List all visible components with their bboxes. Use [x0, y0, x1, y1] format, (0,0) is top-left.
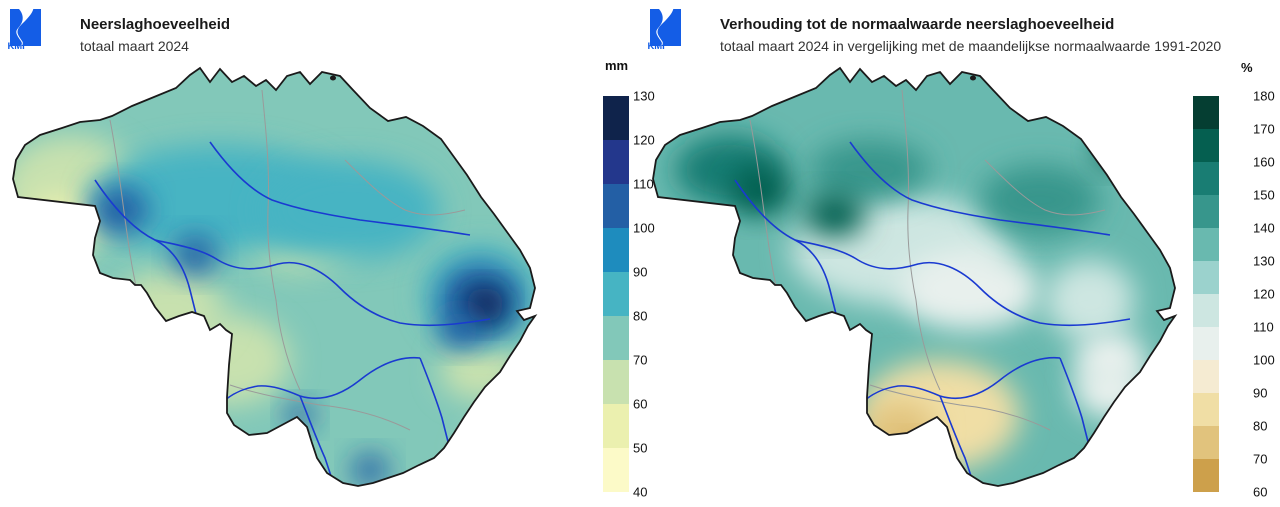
svg-text:KMI: KMI	[648, 41, 665, 50]
svg-text:KMI: KMI	[8, 41, 25, 50]
